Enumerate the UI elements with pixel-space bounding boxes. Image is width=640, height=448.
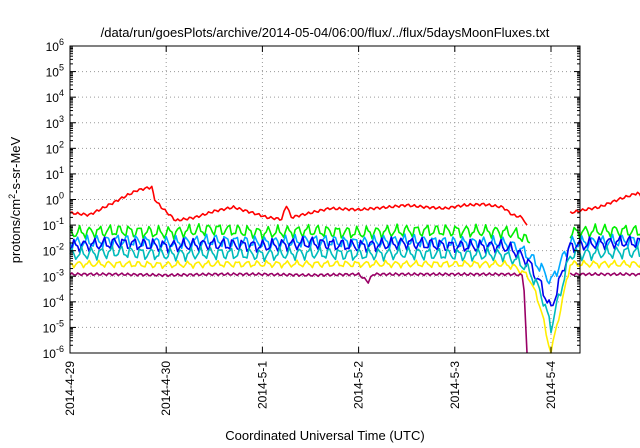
series-line <box>69 245 640 334</box>
y-tick-label: 10-5 <box>43 318 64 335</box>
y-tick-label: 100 <box>46 191 64 208</box>
x-axis-label: Coordinated Universal Time (UTC) <box>225 428 424 443</box>
x-tick-label: 2014-5-1 <box>255 361 269 409</box>
y-tick-label: 101 <box>46 165 64 182</box>
x-tick-label: 2014-5-4 <box>544 361 558 409</box>
grid <box>70 46 580 353</box>
series-line <box>569 272 640 277</box>
series-line <box>569 191 640 214</box>
series-line <box>69 272 528 354</box>
x-tick-label: 2014-4-29 <box>63 361 77 416</box>
series-line <box>569 223 640 240</box>
x-tick-label: 2014-5-2 <box>352 361 366 409</box>
y-tick-label: 10-4 <box>43 293 64 310</box>
y-axis: 10-6 10-5 10-4 10-3 10-2 10-1 100 101 102 103 104 1… <box>43 37 580 361</box>
series-line <box>69 259 640 354</box>
x-tick-label: 2014-4-30 <box>159 361 173 416</box>
y-tick-label: 10-6 <box>43 344 64 361</box>
y-tick-label: 104 <box>46 88 64 105</box>
y-axis-label: protons/cm2-s-sr-MeV <box>7 136 23 263</box>
y-tick-label: 102 <box>46 139 64 156</box>
y-tick-label: 10-3 <box>43 267 64 284</box>
y-tick-label: 10-1 <box>43 216 64 233</box>
series-layer <box>69 185 640 354</box>
series-line <box>69 223 531 244</box>
x-tick-label: 2014-5-3 <box>448 361 462 409</box>
x-axis: 2014-4-29 2014-4-30 2014-5-1 2014-5-2 2014-5… <box>63 46 558 416</box>
chart-title: /data/run/goesPlots/archive/2014-05-04/0… <box>101 25 550 40</box>
y-tick-label: 106 <box>46 37 64 54</box>
y-tick-label: 10-2 <box>43 242 64 259</box>
y-tick-label: 103 <box>46 114 64 131</box>
y-tick-label: 105 <box>46 63 64 80</box>
series-line <box>69 185 528 226</box>
